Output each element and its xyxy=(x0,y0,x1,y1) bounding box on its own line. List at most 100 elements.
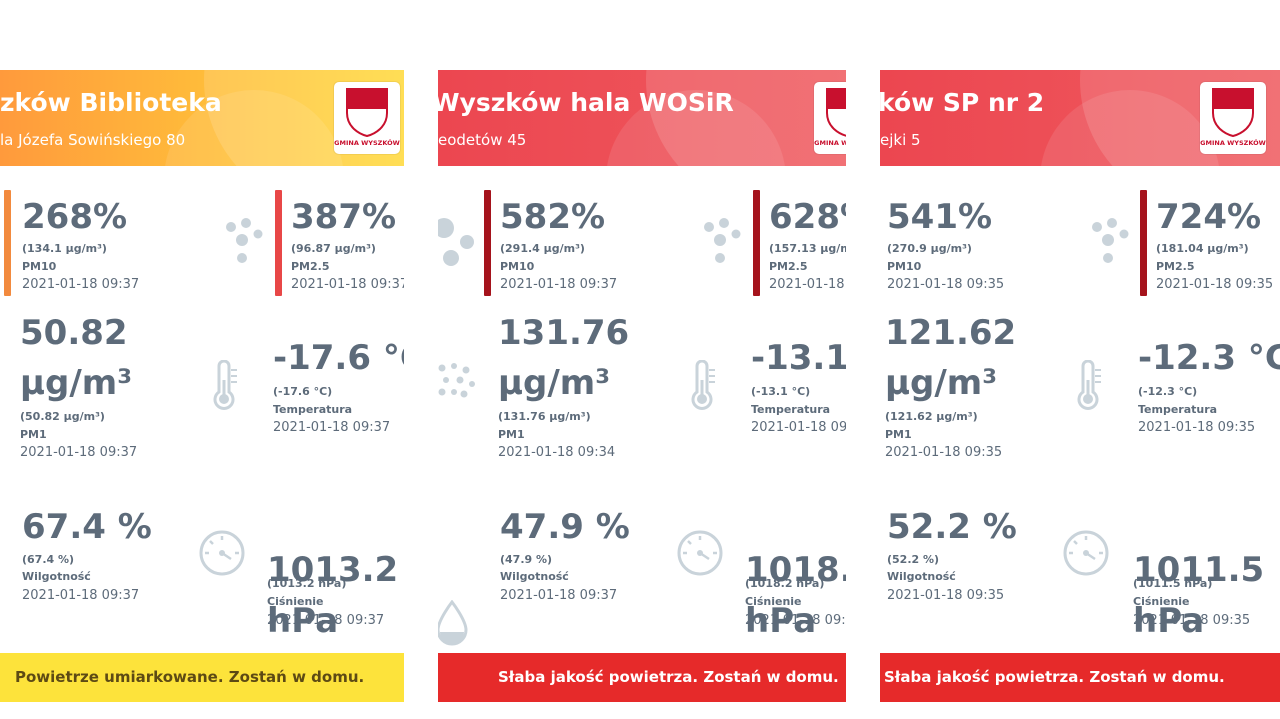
barometer-gauge-icon xyxy=(199,530,245,576)
pressure-unit: hPa xyxy=(267,601,339,641)
station-address: eodetów 45 xyxy=(438,131,527,149)
pm25-timestamp: 2021-01-18 09:35 xyxy=(1156,277,1274,292)
pm1-concentration: (131.76 µg/m³) xyxy=(498,410,591,423)
pm1-value: 131.76 xyxy=(498,313,630,353)
card-header: Wyszków hala WOSiR eodetów 45 GMINA WYSZ… xyxy=(438,70,846,166)
station-title: zków Biblioteka xyxy=(0,88,222,117)
pm1-unit: µg/m³ xyxy=(885,363,998,403)
temperature-label: Temperatura xyxy=(273,403,353,416)
station-address: la Józefa Sowińskiego 80 xyxy=(0,131,186,149)
gmina-logo: GMINA WYSZKÓW xyxy=(1200,82,1266,154)
station-card-sp2: ków SP nr 2 ejki 5 GMINA WYSZKÓW 541% (2… xyxy=(880,70,1280,702)
pm1-unit: µg/m³ xyxy=(20,363,133,403)
gmina-logo: GMINA WYSZKÓW xyxy=(334,82,400,154)
pm10-timestamp: 2021-01-18 09:37 xyxy=(500,277,618,292)
pm1-timestamp: 2021-01-18 09:34 xyxy=(498,445,616,460)
station-title: Wyszków hala WOSiR xyxy=(438,88,734,117)
pm25-value: 724% xyxy=(1156,197,1262,237)
humidity-paren: (47.9 %) xyxy=(500,553,553,566)
humidity-label: Wilgotność xyxy=(887,570,956,583)
temperature-timestamp: 2021-01-18 09:37 xyxy=(273,420,391,435)
air-quality-message: Słaba jakość powietrza. Zostań w domu. xyxy=(880,653,1280,702)
pm1-timestamp: 2021-01-18 09:37 xyxy=(20,445,138,460)
card-header: zków Biblioteka la Józefa Sowińskiego 80… xyxy=(0,70,404,166)
pm10-concentration: (291.4 µg/m³) xyxy=(500,242,585,255)
dust-particles-icon xyxy=(704,218,741,263)
pm10-label: PM10 xyxy=(22,260,57,273)
pm1-label: PM1 xyxy=(20,428,47,441)
pm10-timestamp: 2021-01-18 09:35 xyxy=(887,277,1005,292)
pressure-value: 1018.2 xyxy=(745,550,846,590)
dust-particles-icon xyxy=(438,218,474,266)
pressure-value: 1013.2 xyxy=(267,550,399,590)
thermometer-icon xyxy=(691,360,715,410)
card-header: ków SP nr 2 ejki 5 GMINA WYSZKÓW xyxy=(880,70,1280,166)
station-card-wosir: Wyszków hala WOSiR eodetów 45 GMINA WYSZ… xyxy=(438,70,846,702)
temperature-value: -12.3 °C xyxy=(1138,338,1280,378)
pressure-paren: (1018.2 hPa) xyxy=(745,577,825,590)
pm25-concentration: (157.13 µg/m³) xyxy=(769,242,846,255)
pressure-timestamp: 2021-01-18 09:37 xyxy=(745,613,846,628)
pm25-level-bar xyxy=(1140,190,1147,296)
humidity-timestamp: 2021-01-18 09:37 xyxy=(22,588,140,603)
pm10-level-bar xyxy=(484,190,491,296)
pressure-paren: (1013.2 hPa) xyxy=(267,577,347,590)
pm1-concentration: (50.82 µg/m³) xyxy=(20,410,105,423)
pm1-value: 121.62 xyxy=(885,313,1017,353)
barometer-gauge-icon xyxy=(1063,530,1109,576)
pressure-unit: hPa xyxy=(1133,601,1205,641)
water-drop-icon xyxy=(438,600,468,646)
pressure-label: Ciśnienie xyxy=(267,595,324,608)
pm1-value: 50.82 xyxy=(20,313,128,353)
humidity-timestamp: 2021-01-18 09:37 xyxy=(500,588,618,603)
pm25-label: PM2.5 xyxy=(769,260,808,273)
pm25-concentration: (181.04 µg/m³) xyxy=(1156,242,1249,255)
humidity-value: 52.2 % xyxy=(887,507,1017,547)
pm10-value: 582% xyxy=(500,197,606,237)
humidity-paren: (52.2 %) xyxy=(887,553,940,566)
temperature-paren: (-17.6 °C) xyxy=(273,385,333,398)
air-quality-message: Powietrze umiarkowane. Zostań w domu. xyxy=(0,653,404,702)
pm10-concentration: (270.9 µg/m³) xyxy=(887,242,972,255)
pressure-label: Ciśnienie xyxy=(745,595,802,608)
pm25-concentration: (96.87 µg/m³) xyxy=(291,242,376,255)
pressure-label: Ciśnienie xyxy=(1133,595,1190,608)
station-card-biblioteka: zków Biblioteka la Józefa Sowińskiego 80… xyxy=(0,70,404,702)
pressure-timestamp: 2021-01-18 09:35 xyxy=(1133,613,1251,628)
humidity-value: 67.4 % xyxy=(22,507,152,547)
pm10-value: 268% xyxy=(22,197,128,237)
humidity-paren: (67.4 %) xyxy=(22,553,75,566)
fine-particles-icon xyxy=(438,363,475,398)
temperature-paren: (-12.3 °C) xyxy=(1138,385,1198,398)
gmina-logo: GMINA WYSZKÓW xyxy=(814,82,846,154)
station-title: ków SP nr 2 xyxy=(880,88,1045,117)
dust-particles-icon xyxy=(226,218,263,263)
pm10-concentration: (134.1 µg/m³) xyxy=(22,242,107,255)
air-quality-message: Słaba jakość powietrza. Zostań w domu. xyxy=(438,653,846,702)
temperature-value: -17.6 °C xyxy=(273,338,404,378)
pm10-timestamp: 2021-01-18 09:37 xyxy=(22,277,140,292)
pm1-label: PM1 xyxy=(885,428,912,441)
temperature-label: Temperatura xyxy=(1138,403,1218,416)
pm1-label: PM1 xyxy=(498,428,525,441)
temperature-value: -13.1 xyxy=(751,338,846,378)
station-address: ejki 5 xyxy=(880,131,921,149)
humidity-label: Wilgotność xyxy=(22,570,91,583)
pressure-value: 1011.5 xyxy=(1133,550,1265,590)
pm10-level-bar xyxy=(4,190,11,296)
temperature-paren: (-13.1 °C) xyxy=(751,385,811,398)
pm10-label: PM10 xyxy=(887,260,922,273)
temperature-label: Temperatura xyxy=(751,403,831,416)
humidity-value: 47.9 % xyxy=(500,507,630,547)
humidity-label: Wilgotność xyxy=(500,570,569,583)
pm25-value: 387% xyxy=(291,197,397,237)
pm1-timestamp: 2021-01-18 09:35 xyxy=(885,445,1003,460)
temperature-timestamp: 2021-01-18 09:35 xyxy=(1138,420,1256,435)
thermometer-icon xyxy=(213,360,237,410)
pressure-unit: hPa xyxy=(745,601,817,641)
pm25-label: PM2.5 xyxy=(1156,260,1195,273)
pm25-level-bar xyxy=(275,190,282,296)
thermometer-icon xyxy=(1077,360,1101,410)
pm25-label: PM2.5 xyxy=(291,260,330,273)
pm1-concentration: (121.62 µg/m³) xyxy=(885,410,978,423)
